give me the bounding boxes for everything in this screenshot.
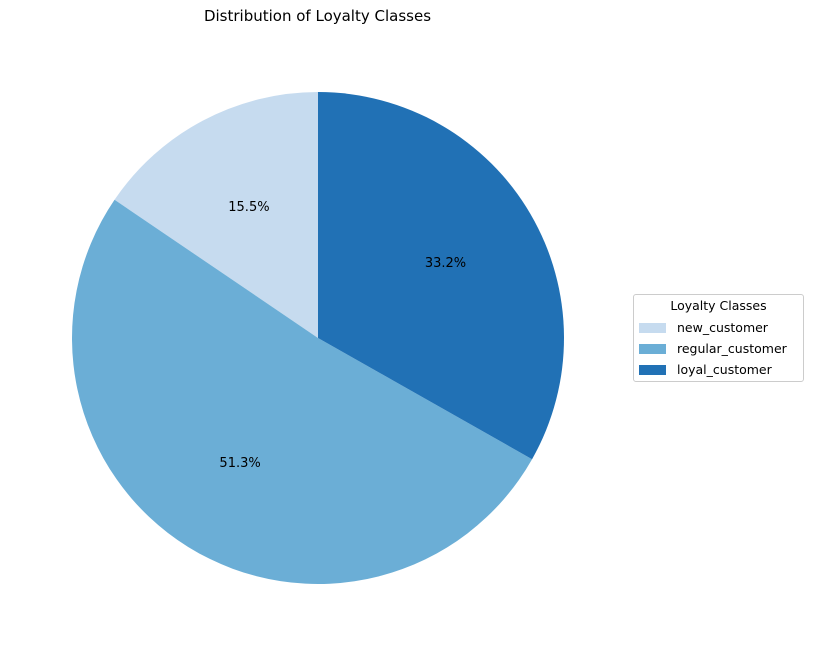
- legend: Loyalty Classes new_customer regular_cus…: [633, 294, 804, 382]
- slice-percent-label: 15.5%: [228, 200, 269, 215]
- legend-title: Loyalty Classes: [670, 298, 767, 313]
- slice-percent-label: 33.2%: [425, 256, 466, 271]
- legend-swatch: [639, 323, 666, 333]
- legend-label: regular_customer: [677, 341, 787, 356]
- pie-slice-regular-customer: [71, 199, 533, 585]
- legend-swatch: [639, 344, 666, 354]
- chart-title: Distribution of Loyalty Classes: [203, 7, 432, 25]
- legend-label: new_customer: [677, 320, 768, 335]
- legend-label: loyal_customer: [677, 362, 772, 377]
- pie-slice-new-customer: [114, 92, 318, 338]
- slice-percent-label: 51.3%: [219, 456, 260, 471]
- legend-swatch: [639, 365, 666, 375]
- pie-slice-loyal-customer: [318, 92, 564, 460]
